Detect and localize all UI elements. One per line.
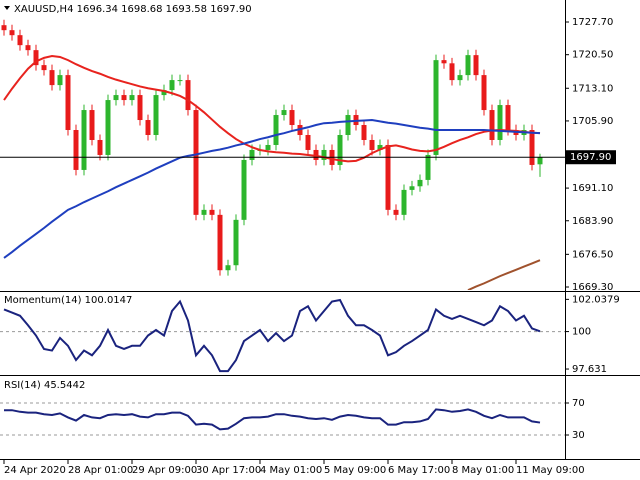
x-tick-label: 28 Apr 01:00: [68, 465, 133, 476]
candle-body: [113, 95, 119, 101]
candle-body: [441, 60, 447, 64]
candle-body: [25, 45, 31, 51]
candle-body: [41, 65, 47, 71]
candle-body: [129, 95, 135, 101]
current-price-label: 1697.90: [570, 152, 611, 163]
candle-body: [361, 125, 367, 140]
candle-body: [169, 80, 175, 91]
candle-body: [289, 110, 295, 126]
candle-body: [65, 75, 71, 131]
candle-body: [217, 214, 223, 271]
candle-body: [153, 95, 159, 135]
x-tick-label: 30 Apr 17:00: [196, 465, 261, 476]
candle-body: [273, 115, 279, 145]
candle-body: [17, 35, 23, 46]
candle-body: [281, 110, 287, 116]
candle-body: [401, 189, 407, 215]
candle-body: [137, 95, 143, 121]
y-tick-label: 1713.10: [572, 83, 613, 94]
candle-body: [369, 139, 375, 150]
y-tick-label: 30: [572, 430, 585, 441]
moving-average: [3, 119, 541, 259]
candle-body: [201, 209, 207, 215]
x-tick-label: 6 May 17:00: [388, 465, 450, 476]
y-tick-label: 1676.50: [572, 249, 613, 260]
indicator-title: Momentum(14) 100.0147: [4, 295, 132, 306]
candle-body: [145, 120, 151, 135]
candle-body: [473, 55, 479, 76]
candle-body: [505, 105, 511, 131]
x-tick-label: 8 May 01:00: [452, 465, 514, 476]
candle-body: [425, 154, 431, 180]
moving-average: [3, 55, 541, 163]
candle-body: [497, 105, 503, 140]
candle-body: [161, 90, 167, 96]
candle-body: [225, 265, 231, 271]
indicator-line: [4, 408, 541, 431]
candle-body: [409, 186, 415, 190]
candle-body: [105, 100, 111, 155]
candle-body: [377, 144, 383, 150]
candle-body: [73, 130, 79, 170]
candle-body: [81, 110, 87, 170]
candle-body: [9, 30, 15, 36]
candle-body: [89, 110, 95, 140]
candle-body: [345, 115, 351, 135]
candle-body: [433, 60, 439, 155]
candle-body: [185, 80, 191, 111]
x-tick-label: 29 Apr 09:00: [132, 465, 197, 476]
y-tick-label: 1720.50: [572, 50, 613, 61]
candle-body: [97, 139, 103, 155]
candle-body: [481, 75, 487, 111]
y-tick-label: 102.0379: [572, 294, 620, 305]
candle-body: [193, 110, 199, 215]
candle-body: [537, 157, 543, 165]
candle-body: [209, 209, 215, 215]
menu-triangle: [4, 6, 10, 10]
candle-body: [249, 149, 255, 160]
candle-body: [417, 179, 423, 187]
current-price-box: [566, 150, 616, 165]
candle-body: [57, 75, 63, 86]
y-tick-label: 1691.10: [572, 183, 613, 194]
chart-title: XAUUSD,H4 1696.34 1698.68 1693.58 1697.9…: [14, 4, 252, 15]
candle-body: [49, 70, 55, 86]
y-tick-label: 1669.30: [572, 282, 613, 293]
candle-body: [449, 63, 455, 81]
candle-body: [1, 25, 7, 31]
candle-body: [385, 144, 391, 210]
moving-average: [467, 259, 541, 290]
x-tick-label: 24 Apr 2020: [4, 465, 66, 476]
x-tick-label: 5 May 09:00: [324, 465, 386, 476]
y-tick-label: 70: [572, 398, 585, 409]
indicator-title: RSI(14) 45.5442: [4, 380, 85, 391]
candle-body: [529, 130, 535, 165]
indicator-line: [3, 298, 541, 373]
y-tick-label: 1683.90: [572, 216, 613, 227]
candle-body: [33, 50, 39, 66]
y-tick-label: 97.631: [572, 364, 607, 375]
y-tick-label: 1727.70: [572, 17, 613, 28]
x-tick-label: 11 May 09:00: [516, 465, 585, 476]
candle-body: [489, 110, 495, 140]
candle-body: [233, 219, 239, 266]
x-tick-label: 4 May 01:00: [260, 465, 322, 476]
price-plot: [1, 19, 543, 290]
candle-body: [465, 55, 471, 76]
y-tick-label: 100: [572, 327, 591, 338]
candle-body: [121, 95, 127, 101]
y-tick-label: 1705.90: [572, 116, 613, 127]
candle-body: [393, 209, 399, 215]
candle-body: [457, 75, 463, 81]
candle-body: [177, 80, 183, 82]
candle-body: [321, 149, 327, 160]
candle-body: [337, 134, 343, 165]
candle-body: [241, 159, 247, 220]
candle-body: [305, 134, 311, 150]
candle-body: [265, 144, 271, 150]
